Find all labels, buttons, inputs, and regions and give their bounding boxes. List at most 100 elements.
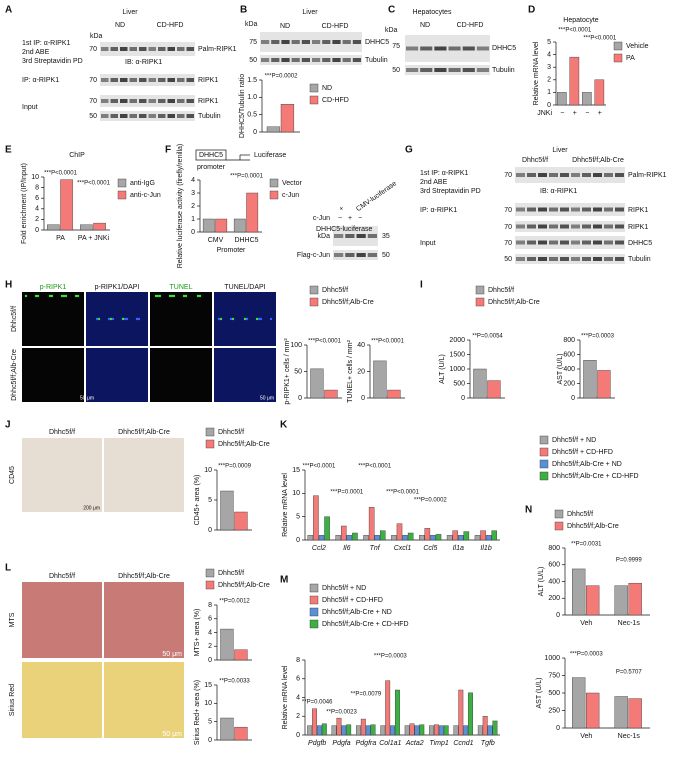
- panel-label: p-RIPK1/DAPI: [95, 284, 140, 291]
- blot-band: [129, 78, 137, 82]
- blot-band: [615, 207, 624, 212]
- bar: [324, 516, 330, 541]
- panel-label: kDa: [318, 233, 331, 240]
- panel-letter: B: [240, 5, 247, 16]
- annotation: ***P=0.0002: [414, 498, 448, 504]
- bar: [628, 698, 642, 729]
- bar: [380, 530, 386, 541]
- blot-band: [582, 224, 591, 229]
- y-tick-label: 4: [191, 177, 195, 184]
- blot-band: [139, 99, 147, 103]
- chart-title: Hepatocyte: [563, 17, 599, 24]
- bar: [487, 725, 493, 736]
- panel-label: MTS: [9, 612, 16, 627]
- blot: [405, 35, 490, 62]
- panel-label: Tubulin: [198, 113, 221, 120]
- annotation: ***P=0.0003: [581, 334, 615, 340]
- y-tick-label: 200: [548, 595, 560, 602]
- blot-band: [538, 240, 547, 245]
- y-tick-label: 0: [556, 612, 560, 619]
- y-axis-label: AST (U/L): [557, 354, 564, 385]
- y-tick-label: 500: [453, 380, 465, 387]
- panel-label: 70: [89, 77, 97, 84]
- blot-band: [332, 58, 341, 62]
- x-tick-label: Nec-1s: [618, 620, 641, 627]
- x-tick-label: Timp1: [429, 740, 448, 747]
- cell-dot: [158, 294, 162, 298]
- panel-label: +: [348, 215, 352, 222]
- blot-band: [139, 114, 147, 118]
- panel-label: −: [338, 215, 342, 222]
- panel-label: 50: [392, 67, 400, 74]
- bar: [220, 717, 234, 741]
- bar: [307, 535, 314, 541]
- panel-letter: M: [280, 575, 288, 586]
- y-tick-label: 1000: [544, 655, 560, 662]
- blot-band: [549, 257, 558, 261]
- panel-label: +: [338, 205, 345, 213]
- legend-swatch: [554, 521, 564, 531]
- y-tick-label: 6: [208, 616, 212, 623]
- bar: [586, 692, 600, 729]
- panel-label: 50 μm: [80, 395, 94, 401]
- cell-dot: [259, 317, 263, 321]
- panel-label: 50: [249, 57, 257, 64]
- blot-band: [434, 68, 447, 72]
- x-tick-label: Cxcl1: [394, 545, 412, 552]
- blot-band: [101, 78, 109, 82]
- blot-band: [538, 224, 547, 229]
- bar: [468, 692, 473, 736]
- blot-band: [342, 58, 351, 62]
- legend-swatch: [269, 190, 279, 200]
- y-tick-label: 2: [296, 713, 300, 720]
- panel-label: RIPK1: [198, 77, 218, 84]
- x-axis-label: Promoter: [217, 247, 246, 254]
- bar: [368, 507, 375, 541]
- blot-band: [560, 207, 569, 212]
- bar: [572, 677, 586, 729]
- panel-label: Tubulin: [492, 67, 515, 74]
- bar: [47, 224, 60, 231]
- cell-dot: [257, 317, 261, 321]
- x-tick-label: CMV: [208, 237, 224, 244]
- blot-band: [186, 78, 194, 82]
- annotation: ***P<0.0001: [77, 181, 111, 187]
- bar: [473, 368, 487, 399]
- blot-band: [342, 40, 351, 44]
- y-axis-label: ALT (U/L): [439, 354, 446, 384]
- legend-label: PA: [626, 55, 635, 62]
- bar: [321, 723, 327, 736]
- y-axis-label: ALT (U/L): [538, 567, 545, 597]
- blot-band: [448, 46, 461, 51]
- legend-label: Dhhc5f/f: [218, 429, 244, 436]
- legend-label: Dhhc5f/f + CD-HFD: [322, 597, 383, 604]
- legend-swatch: [539, 459, 549, 469]
- panel-letter: K: [280, 420, 288, 431]
- annotation: **P=0.0031: [571, 542, 602, 548]
- cell-dot: [62, 294, 66, 298]
- annotation: ***P=0.0002: [265, 74, 299, 80]
- y-axis-label: CD45+ area (%): [194, 475, 201, 526]
- blot-band: [101, 47, 109, 51]
- bar: [220, 490, 234, 531]
- y-tick-label: 800: [548, 545, 560, 552]
- bar: [355, 725, 361, 736]
- bar: [335, 535, 341, 541]
- panel-label: Liver: [122, 9, 138, 16]
- legend-swatch: [309, 619, 319, 629]
- y-tick-label: 0: [461, 395, 465, 402]
- blot-band: [604, 240, 613, 245]
- panel-label: Tubulin: [628, 256, 651, 263]
- cell-dot: [137, 317, 141, 321]
- y-tick-label: 1: [191, 216, 195, 223]
- y-tick-label: 1: [547, 89, 551, 96]
- cell-dot: [34, 294, 38, 298]
- bar: [435, 534, 442, 541]
- y-axis-label: Relative luciferase activity (firefly/re…: [177, 144, 184, 268]
- bar: [234, 726, 248, 741]
- panel-label: 50 μm: [260, 395, 274, 401]
- panel-label: RIPK1: [628, 224, 648, 231]
- micrograph: [214, 348, 276, 402]
- panel-letter: G: [405, 145, 413, 156]
- annotation: ***P<0.0001: [308, 339, 342, 345]
